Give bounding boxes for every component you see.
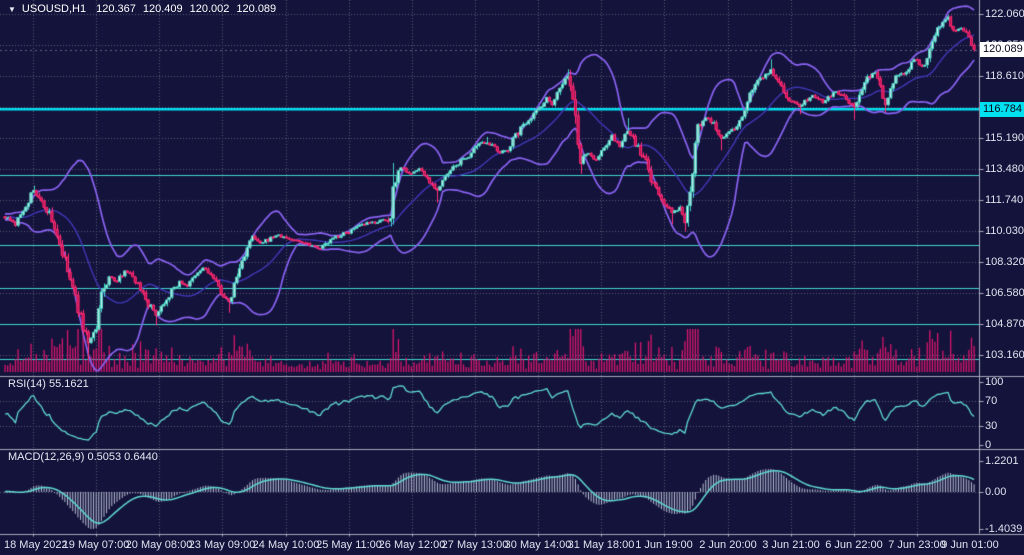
rsi-axis-label: 30 xyxy=(985,420,998,432)
time-axis-label: 20 May 08:00 xyxy=(125,539,193,551)
time-axis-label: 19 May 07:00 xyxy=(62,539,130,551)
rsi-axis-label: 70 xyxy=(985,395,998,407)
price-axis-label: 111.740 xyxy=(985,194,1024,206)
time-axis-label: 6 Jun 22:00 xyxy=(825,539,883,551)
price-axis-label: 113.480 xyxy=(985,163,1024,175)
time-axis-label: 23 May 09:00 xyxy=(188,539,256,551)
macd-panel-label: MACD(12,26,9) 0.5053 0.6440 xyxy=(8,451,158,463)
collapse-indicator-icon[interactable]: ▼ xyxy=(8,4,16,14)
time-axis-label: 7 Jun 23:00 xyxy=(888,539,946,551)
price-axis-label: 122.060 xyxy=(985,8,1024,20)
time-axis-label: 24 May 10:00 xyxy=(252,539,320,551)
time-axis-label: 26 May 12:00 xyxy=(378,539,446,551)
time-axis-label: 25 May 11:00 xyxy=(316,539,382,551)
price-axis-label: 110.030 xyxy=(985,225,1024,237)
symbol-ohlc-title: ▼ USOUSD,H1 120.367 120.409 120.002 120.… xyxy=(8,3,283,15)
rsi-axis-label: 0 xyxy=(985,439,992,451)
time-axis-label: 9 Jun 01:00 xyxy=(941,539,999,551)
time-axis-label: 1 Jun 19:00 xyxy=(635,539,693,551)
ohlc-open: 120.367 xyxy=(96,3,136,15)
time-axis-label: 30 May 14:00 xyxy=(504,539,572,551)
ohlc-close: 120.089 xyxy=(236,3,277,15)
time-axis-label: 2 Jun 20:00 xyxy=(699,539,757,551)
macd-axis-label: 0.00 xyxy=(985,486,1007,498)
price-axis-label: 106.580 xyxy=(985,287,1024,299)
macd-axis-label: 1.2201 xyxy=(985,455,1019,467)
time-axis-label: 3 Jun 21:00 xyxy=(762,539,820,551)
rsi-panel-label: RSI(14) 55.1621 xyxy=(8,378,89,390)
time-axis-label: 31 May 18:00 xyxy=(567,539,635,551)
price-axis-label: 104.870 xyxy=(985,318,1024,330)
ohlc-high: 120.409 xyxy=(142,3,183,15)
symbol-timeframe: USOUSD,H1 xyxy=(21,3,87,15)
price-axis-label: 103.160 xyxy=(985,349,1024,361)
ohlc-low: 120.002 xyxy=(189,3,230,15)
time-axis-label: 27 May 13:00 xyxy=(441,539,509,551)
time-axis-label: 18 May 2022 xyxy=(4,539,68,551)
macd-axis-label: -1.4039 xyxy=(985,523,1023,535)
hline-price-tag[interactable]: 116.784 xyxy=(980,102,1024,117)
price-axis-label: 118.610 xyxy=(985,70,1024,82)
price-axis-label: 115.190 xyxy=(985,132,1024,144)
rsi-axis-label: 100 xyxy=(985,376,1004,388)
bid-price-tag: 120.089 xyxy=(980,42,1024,57)
price-axis-label: 108.320 xyxy=(985,256,1024,268)
